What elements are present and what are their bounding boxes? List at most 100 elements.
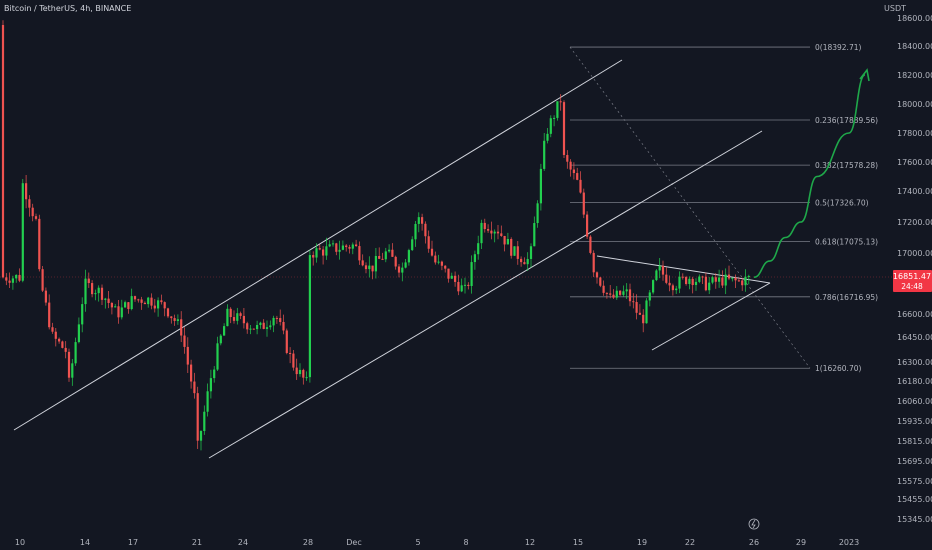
fib-level-label: 0.382(17578.28)	[815, 161, 878, 170]
y-tick-label: 16450.00	[897, 333, 932, 342]
candle-body	[302, 369, 305, 378]
candle-body	[170, 316, 173, 319]
candle-body	[635, 302, 638, 313]
candle-body	[84, 278, 87, 305]
candle-body	[378, 256, 381, 259]
candle-body	[166, 308, 170, 317]
candle-body	[711, 277, 714, 283]
candle-body	[58, 338, 61, 342]
candle-body	[117, 306, 120, 318]
candle-body	[209, 378, 212, 392]
candle-body	[100, 287, 104, 300]
y-tick-label: 15455.00	[897, 495, 932, 504]
candle-body	[351, 244, 354, 249]
candle-body	[381, 258, 384, 260]
candle-body	[450, 275, 453, 279]
candle-body	[272, 317, 275, 326]
candle-body	[265, 327, 269, 329]
candle-body	[556, 101, 559, 118]
candle-body	[612, 294, 615, 298]
candle-body	[292, 353, 295, 368]
y-tick-label: 15575.00	[897, 477, 932, 486]
candle-body	[21, 183, 24, 281]
candle-body	[133, 296, 137, 300]
candle-body	[371, 265, 374, 272]
candle-body	[153, 305, 156, 309]
candle-body	[143, 302, 146, 305]
currency-label: USDT	[884, 4, 906, 13]
candle-body	[424, 223, 427, 237]
countdown-label: 24:48	[901, 282, 923, 291]
candle-body	[473, 254, 476, 263]
candle-body	[648, 292, 651, 301]
candle-body	[384, 251, 387, 260]
candle-body	[661, 265, 665, 275]
candle-body	[685, 277, 688, 284]
candle-body	[345, 245, 348, 248]
candle-body	[229, 308, 232, 318]
fib-trend-line	[569, 46, 811, 369]
candle-body	[97, 287, 100, 294]
candle-body	[64, 347, 67, 352]
candle-body	[41, 269, 44, 291]
candle-body	[157, 300, 160, 309]
candle-body	[539, 168, 542, 204]
candle-body	[694, 281, 698, 286]
y-tick-label: 18600.00	[897, 14, 932, 23]
candle-body	[183, 335, 186, 347]
candle-body	[87, 278, 90, 284]
candle-body	[338, 249, 341, 252]
candle-body	[219, 335, 222, 344]
candle-body	[437, 261, 440, 263]
candle-body	[731, 277, 734, 279]
candle-body	[457, 281, 460, 292]
candle-body	[655, 270, 658, 281]
candle-body	[411, 239, 414, 251]
candle-body	[645, 300, 648, 324]
candle-body	[724, 274, 727, 286]
candle-body	[239, 313, 242, 316]
candle-body	[315, 248, 318, 258]
candle-body	[536, 203, 539, 224]
candle-body	[91, 283, 94, 295]
candle-body	[447, 268, 450, 279]
lightning-icon[interactable]	[748, 518, 760, 530]
candle-body	[553, 117, 556, 119]
candle-body	[325, 246, 328, 256]
candle-body	[592, 252, 595, 273]
candle-body	[38, 218, 41, 270]
candle-body	[275, 317, 278, 319]
candle-body	[190, 364, 193, 382]
candle-body	[496, 231, 500, 234]
candle-body	[355, 244, 358, 247]
candle-body	[421, 217, 424, 224]
candle-body	[361, 260, 364, 266]
candle-body	[176, 319, 179, 321]
y-tick-label: 16060.00	[897, 397, 932, 406]
y-tick-label: 18200.00	[897, 71, 932, 80]
candle-body	[490, 230, 493, 234]
candle-body	[675, 288, 678, 291]
candle-body	[186, 346, 189, 365]
candle-body	[140, 299, 143, 303]
symbol-title: Bitcoin / TetherUS, 4h, BINANCE	[4, 4, 132, 13]
candle-body	[259, 322, 262, 325]
current-price-tag	[893, 270, 932, 292]
candle-body	[322, 249, 325, 256]
candle-body	[94, 293, 97, 295]
candle-body	[549, 118, 552, 134]
fib-level-label: 0(18392.71)	[815, 43, 861, 52]
candle-body	[246, 323, 249, 330]
candle-body	[440, 261, 443, 266]
x-tick-label: 29	[796, 538, 806, 547]
candle-body	[721, 277, 724, 286]
y-tick-label: 16600.00	[897, 310, 932, 319]
candle-body	[341, 245, 344, 250]
candle-body	[252, 328, 255, 330]
fib-level-label: 0.618(17075.13)	[815, 237, 878, 246]
candle-body	[368, 265, 371, 270]
candle-body	[223, 326, 226, 336]
x-tick-label: Dec	[346, 538, 361, 547]
candle-body	[632, 301, 635, 303]
